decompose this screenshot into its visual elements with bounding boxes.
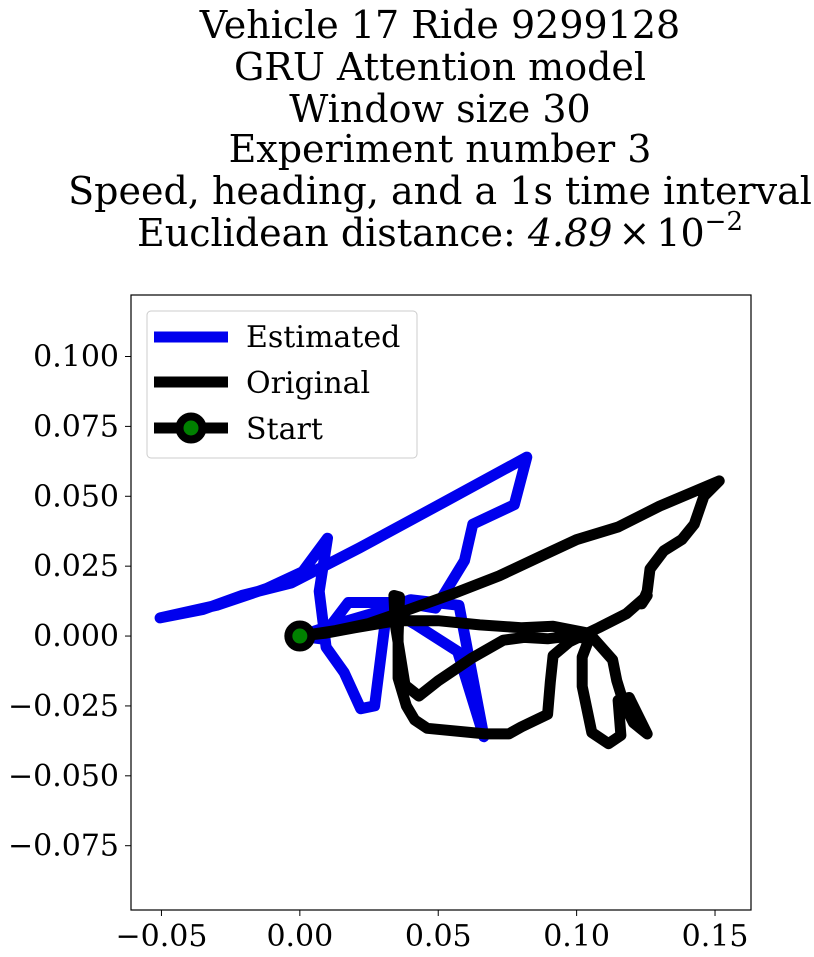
marker-layer (284, 620, 316, 652)
x-tick-label: 0.15 (682, 919, 749, 954)
y-tick-label: 0.050 (33, 479, 119, 514)
plot-frame (130, 294, 752, 911)
legend-box (146, 310, 418, 459)
y-tick-label: 0.075 (33, 409, 119, 444)
x-tick-label: −0.05 (115, 919, 207, 954)
title-distance-mantissa: 4.89 (527, 211, 613, 255)
title-line-5: Speed, heading, and a 1s time interval (68, 169, 812, 213)
legend-start-label: Start (246, 412, 323, 447)
legend-original-label: Original (246, 366, 370, 401)
y-axis: 0.100 0.075 0.050 0.025 0.000 −0.025 −0.050 −0.… (8, 340, 131, 864)
series-line-estimated (154, 451, 533, 743)
y-tick-label: −0.025 (8, 689, 119, 724)
title-distance-times: × (618, 211, 650, 255)
legend-estimated-label: Estimated (246, 320, 400, 355)
x-tick-label: 0.05 (405, 919, 472, 954)
x-axis: −0.05 0.00 0.05 0.10 0.15 (115, 910, 748, 954)
title-line-1: Vehicle 17 Ride 9299128 (199, 3, 680, 47)
y-tick-label: 0.100 (33, 340, 119, 375)
legend-start-marker (175, 412, 207, 444)
title-distance-base: 10 (656, 211, 704, 255)
title-line-3: Window size 30 (289, 87, 590, 131)
start-marker (284, 620, 316, 652)
title-line-6: Euclidean distance: 4.89 × 10−2 (137, 207, 743, 255)
y-tick-label: 0.025 (33, 549, 119, 584)
y-tick-label: 0.000 (33, 619, 119, 654)
y-tick-label: −0.050 (8, 759, 119, 794)
title-distance-exponent: −2 (705, 207, 743, 237)
title-distance-prefix: Euclidean distance: (137, 211, 528, 255)
chart-title: Vehicle 17 Ride 9299128 GRU Attention mo… (68, 3, 812, 255)
legend: Estimated Original Start (146, 310, 418, 459)
x-tick-label: 0.00 (266, 919, 333, 954)
x-tick-label: 0.10 (543, 919, 610, 954)
series-line-original (294, 475, 725, 750)
series-layer (154, 451, 725, 750)
y-tick-label: −0.075 (8, 829, 119, 864)
title-line-2: GRU Attention model (234, 45, 646, 89)
title-line-4: Experiment number 3 (229, 127, 652, 171)
